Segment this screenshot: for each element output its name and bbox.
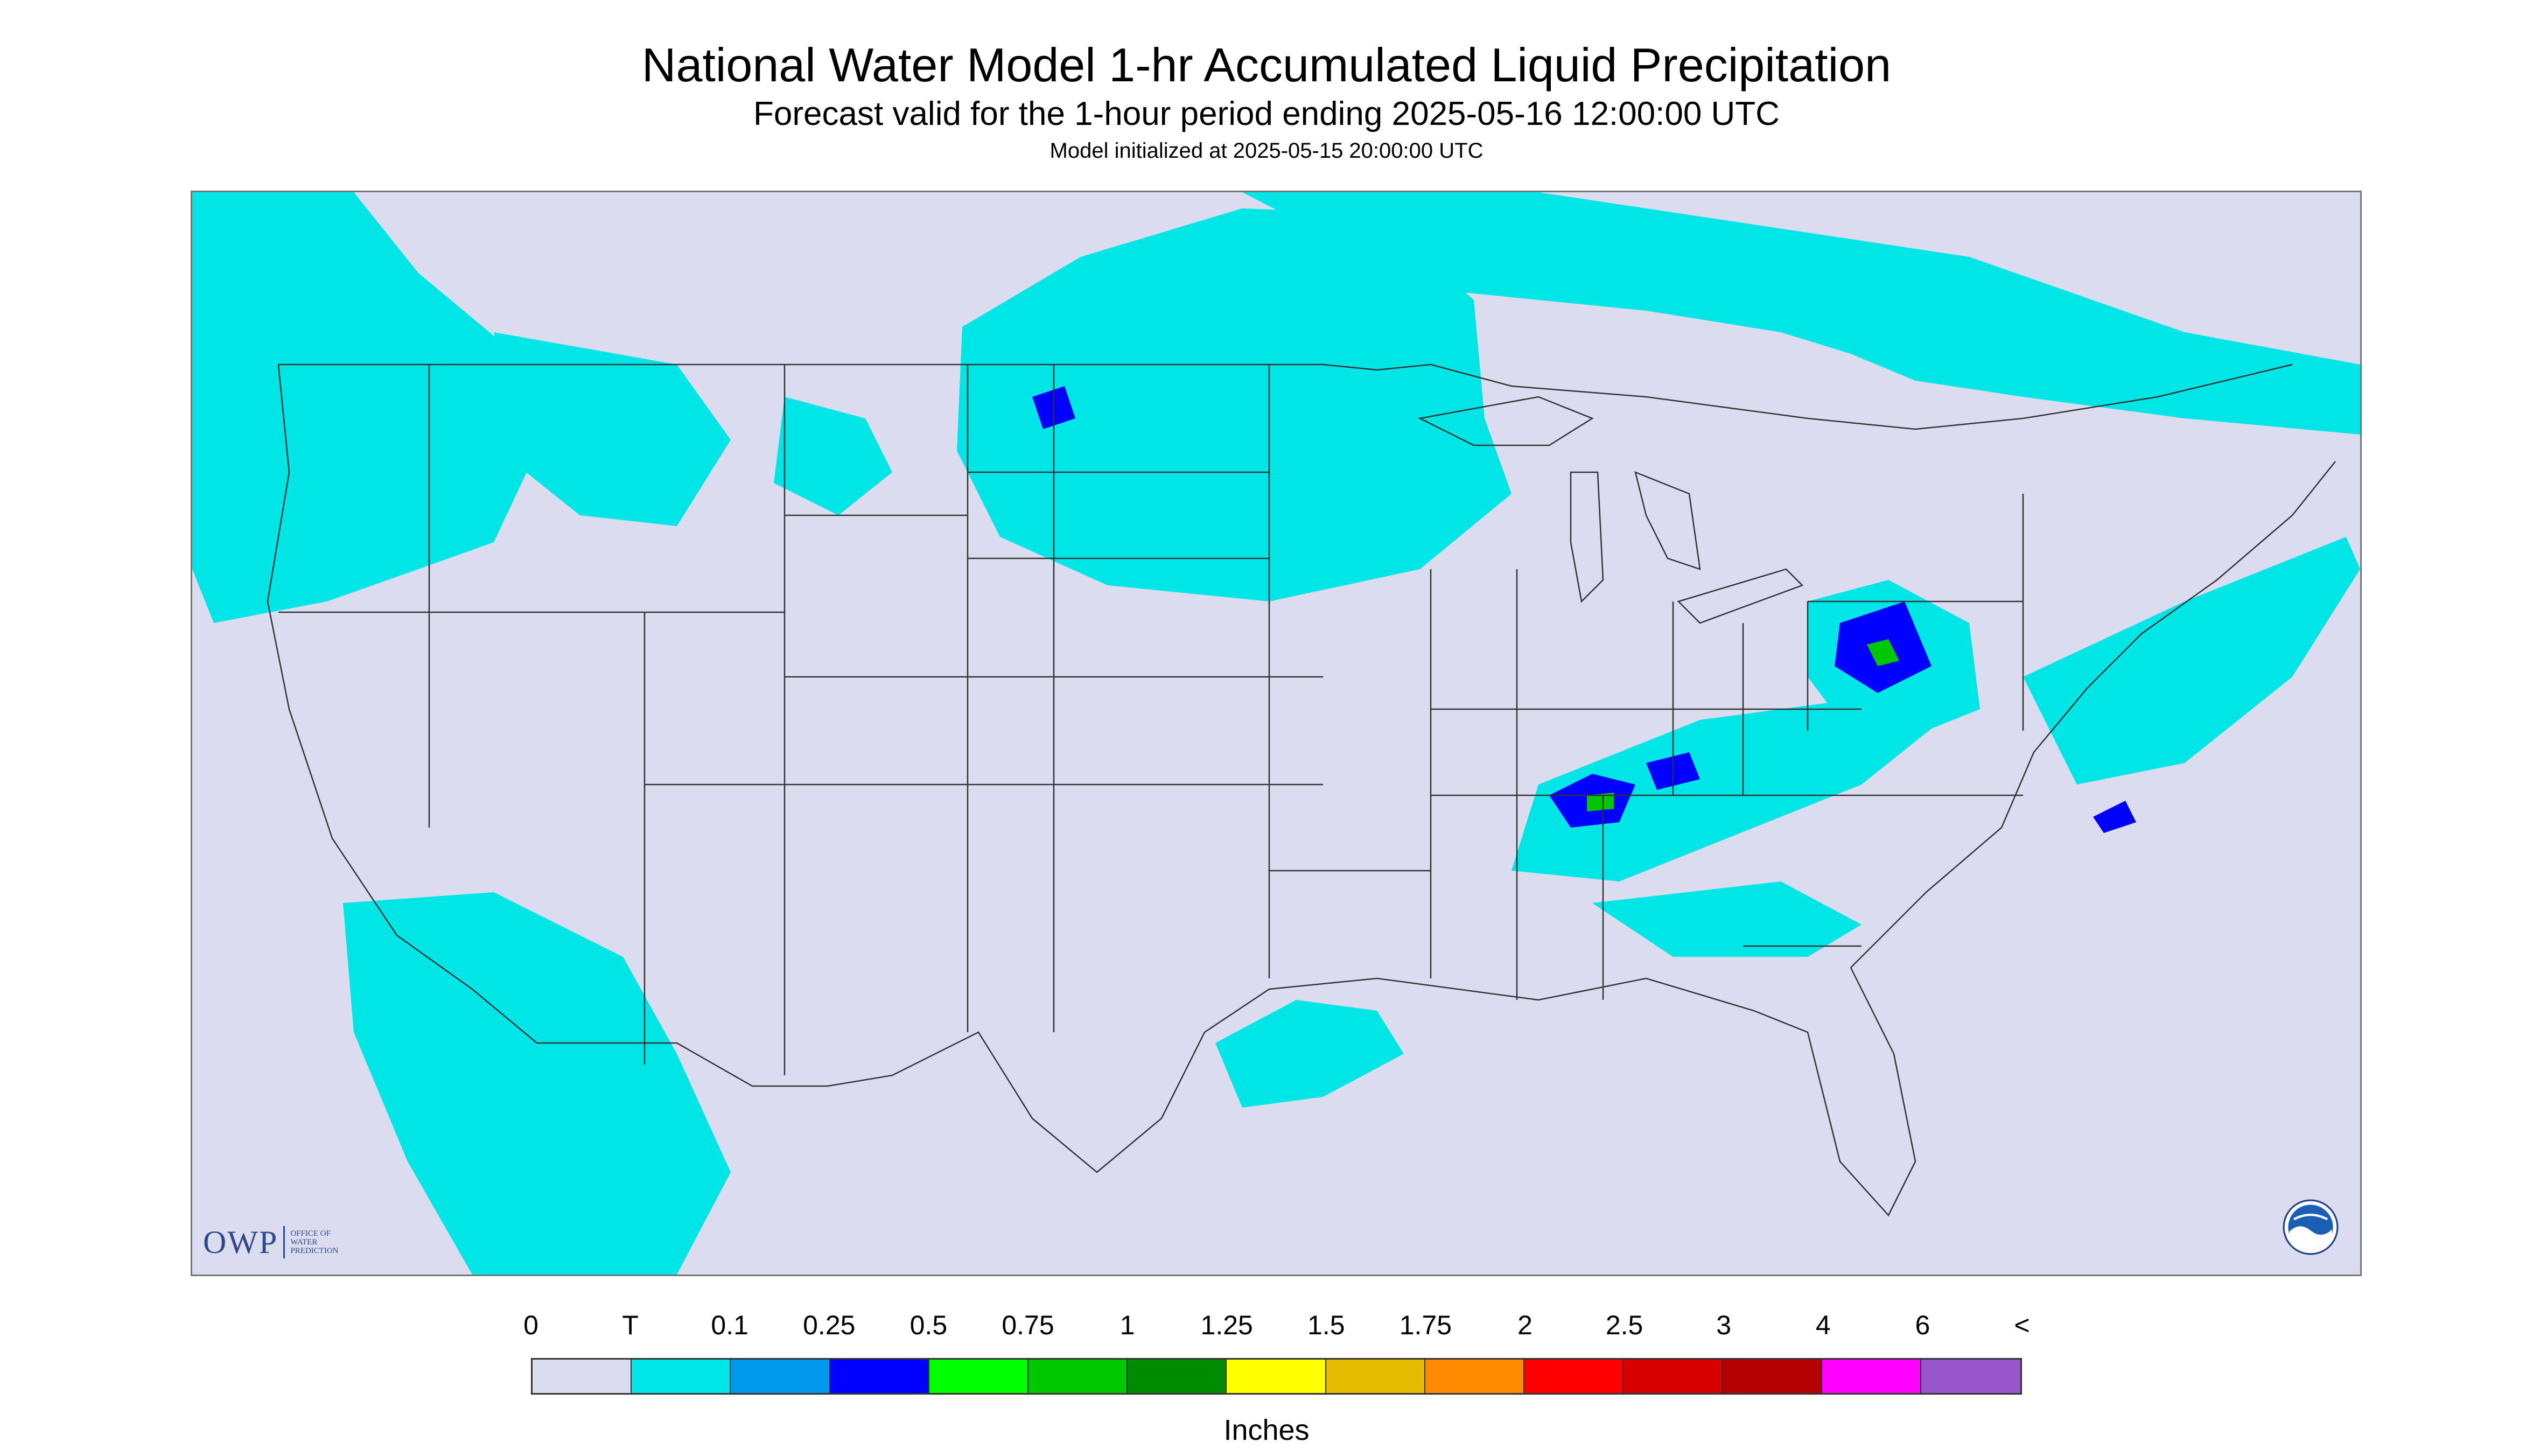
legend-tick-label: 3 (1716, 1310, 1732, 1340)
legend-swatch (533, 1360, 632, 1393)
legend-tick-label: 0.25 (803, 1310, 856, 1340)
legend-tick-label: 6 (1915, 1310, 1930, 1340)
coastline-east (1850, 461, 2336, 968)
owp-logo-sub-3: PREDICTION (290, 1247, 339, 1255)
precip-area-northern-plains (957, 208, 1512, 601)
legend-tick-label: 2.5 (1605, 1310, 1643, 1340)
owp-logo-sub-1: OFFICE OF (290, 1229, 331, 1238)
lake-erie (1677, 568, 1804, 624)
lake-superior (1418, 396, 1594, 446)
legend-tick-label: T (622, 1310, 639, 1340)
legend-swatch (1128, 1360, 1227, 1393)
map-title: National Water Model 1-hr Accumulated Li… (641, 38, 1892, 92)
legend-swatch (1326, 1360, 1425, 1393)
moderate-cell-atlantic (2093, 801, 2136, 833)
legend-tick-label: 0.1 (711, 1310, 748, 1340)
legend-swatch (1723, 1360, 1822, 1393)
legend-units: Inches (1223, 1414, 1310, 1446)
legend-tick-label: < (2014, 1310, 2030, 1340)
legend: 0 T 0.1 0.25 0.5 0.75 1 1.25 1.5 1.75 2 2.5 3 4 6 < (523, 1310, 2030, 1342)
map-subtitle: Forecast valid for the 1-hour period end… (753, 95, 1780, 132)
legend-swatch (1524, 1360, 1624, 1393)
precip-area-pacific-northwest (192, 192, 537, 623)
very-heavy-precip-layer (1587, 639, 1899, 811)
heavy-cell-kentucky (1587, 793, 1614, 811)
legend-swatch (1624, 1360, 1723, 1393)
lake-huron (1634, 471, 1701, 570)
legend-tick-label: 0 (523, 1310, 538, 1340)
legend-swatch (1227, 1360, 1326, 1393)
legend-colorbar (531, 1358, 2022, 1395)
owp-logo-sub-2: WATER (290, 1238, 318, 1247)
lakes-outline (1418, 396, 1804, 624)
precip-area-southwest-pacific (343, 892, 731, 1275)
legend-tick-label: 0.5 (909, 1310, 948, 1340)
legend-swatch (1822, 1360, 1921, 1393)
heavy-cell-pennsylvania (1867, 639, 1899, 666)
legend-tick-label: 4 (1815, 1310, 1831, 1340)
owp-logo-separator (283, 1226, 285, 1258)
lake-michigan (1570, 471, 1604, 603)
legend-swatch (929, 1360, 1029, 1393)
precipitation-layer (192, 192, 2360, 1275)
legend-tick-label: 2 (1517, 1310, 1533, 1340)
owp-logo-text: OWP (203, 1224, 278, 1260)
owp-logo: OWP OFFICE OF WATER PREDICTION (203, 1221, 339, 1264)
precip-area-north-rockies (774, 397, 892, 515)
precip-area-tennessee-valley (1512, 698, 1942, 881)
legend-tick-label: 1.25 (1200, 1310, 1253, 1340)
map-canvas (192, 192, 2360, 1275)
legend-tick-labels: 0 T 0.1 0.25 0.5 0.75 1 1.25 1.5 1.75 2 2.5 3 4 6 < (523, 1310, 2030, 1342)
model-init-note: Model initialized at 2025-05-15 20:00:00… (1049, 139, 1484, 163)
noaa-seal-icon (2283, 1199, 2339, 1255)
precip-area-gulf-coast (1215, 1000, 1404, 1108)
coastline-gulf (1204, 967, 1916, 1217)
coastline-west (267, 364, 537, 1044)
precip-area-great-lakes-band (1242, 192, 2360, 435)
legend-swatch (731, 1360, 830, 1393)
legend-swatch (1425, 1360, 1525, 1393)
legend-tick-label: 1.75 (1399, 1310, 1452, 1340)
owp-logo-subtext: OFFICE OF WATER PREDICTION (290, 1229, 338, 1255)
legend-tick-label: 1.5 (1307, 1310, 1345, 1340)
legend-swatch (830, 1360, 929, 1393)
border-us-mexico (537, 1031, 1206, 1173)
legend-tick-label: 1 (1119, 1310, 1135, 1340)
legend-tick-label: 0.75 (1002, 1310, 1054, 1340)
state-borders (267, 363, 2336, 1217)
precip-area-northeast-atlantic (2023, 537, 2360, 785)
legend-swatch (1921, 1360, 2021, 1393)
precipitation-map: OWP OFFICE OF WATER PREDICTION (191, 191, 2362, 1276)
legend-swatch (632, 1360, 731, 1393)
precip-area-idaho-montana (494, 332, 731, 526)
legend-swatch (1028, 1360, 1128, 1393)
precip-area-southeast (1592, 881, 1862, 957)
